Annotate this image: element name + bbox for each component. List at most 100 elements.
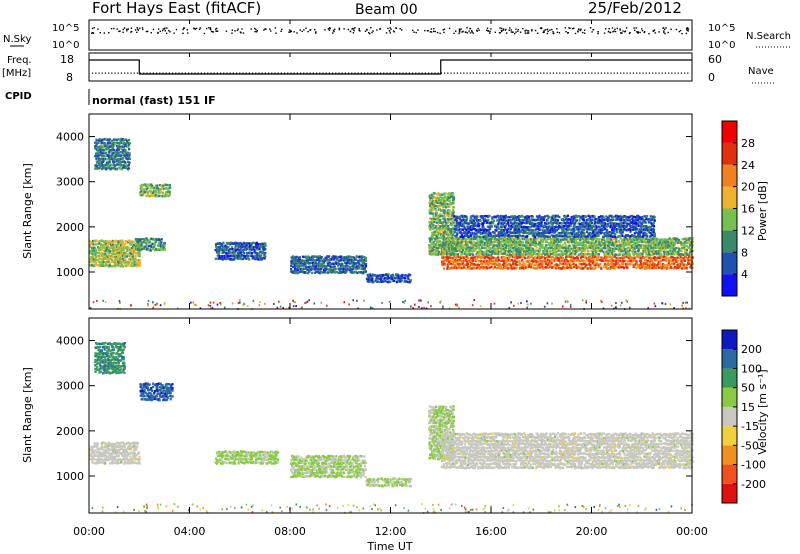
heatmap-cell (537, 253, 540, 257)
heatmap-cell (432, 206, 435, 209)
noise-dot (145, 30, 148, 33)
heatmap-cell (553, 249, 556, 252)
heatmap-cell (386, 277, 389, 280)
heatmap-cell (461, 218, 464, 222)
heatmap-cell (109, 246, 112, 249)
heatmap-cell (333, 265, 336, 268)
noise-dot (613, 30, 615, 32)
heatmap-cell (649, 240, 652, 243)
heatmap-cell (221, 255, 224, 258)
heatmap-cell (95, 261, 98, 265)
heatmap-cell (610, 262, 613, 265)
heatmap-cell (318, 259, 321, 262)
heatmap-cell (343, 256, 346, 259)
heatmap-cell (672, 267, 676, 270)
heatmap-cell (647, 252, 651, 256)
noise-dot (667, 31, 669, 34)
heatmap-cell (99, 153, 102, 157)
heatmap-cell (429, 240, 432, 243)
nave-dot (434, 72, 436, 74)
noise-dot (427, 30, 429, 32)
heatmap-cell (579, 243, 582, 246)
noise-dot (542, 31, 544, 34)
heatmap-cell (105, 152, 108, 155)
heatmap-cell (497, 252, 500, 256)
heatmap-cell (581, 263, 585, 266)
heatmap-cell (556, 241, 559, 244)
heatmap-cell (332, 270, 335, 273)
noise-dot (92, 32, 95, 34)
heatmap-cell (113, 252, 116, 255)
nave-dot (156, 72, 158, 74)
nave-dot (364, 72, 366, 74)
heatmap-cell (490, 253, 493, 256)
heatmap-cell (541, 265, 544, 268)
heatmap-cell (474, 247, 477, 250)
heatmap-cell (443, 215, 446, 219)
heatmap-cell (135, 261, 138, 265)
noise-dot (166, 32, 168, 35)
heatmap-cell (551, 255, 554, 259)
noise-dot (372, 30, 374, 32)
heatmap-cell (464, 237, 467, 241)
heatmap-cell (556, 253, 559, 256)
heatmap-cell (480, 256, 483, 260)
heatmap-cell (508, 262, 511, 265)
heatmap-cell (449, 228, 452, 231)
heatmap-cell (519, 253, 522, 256)
heatmap-cell (431, 231, 434, 234)
noise-dot (353, 28, 355, 30)
heatmap-cell (96, 264, 100, 267)
heatmap-cell (433, 217, 436, 220)
freq-step-line (89, 59, 692, 75)
heatmap-cell (238, 243, 241, 246)
heatmap-cell (637, 264, 640, 267)
nave-dot (578, 72, 580, 74)
heatmap-cell (126, 264, 129, 267)
heatmap-cell (108, 264, 111, 267)
heatmap-cell (434, 239, 437, 243)
heatmap-cell (574, 240, 577, 243)
nave-dot (124, 72, 126, 74)
heatmap-cell (341, 262, 344, 266)
heatmap-cell (102, 151, 105, 155)
heatmap-cell (343, 261, 347, 265)
heatmap-cell (112, 152, 115, 155)
heatmap-cell (580, 237, 584, 240)
heatmap-cell (526, 253, 529, 256)
noise-dot (614, 28, 616, 30)
heatmap-cell (124, 142, 127, 145)
heatmap-cell (148, 241, 151, 244)
heatmap-cell (513, 253, 516, 256)
heatmap-cell (154, 242, 157, 245)
heatmap-cell (623, 249, 626, 252)
heatmap-cell (664, 241, 667, 244)
heatmap-cell (528, 249, 531, 252)
heatmap-cell (454, 258, 457, 262)
heatmap-cell (108, 261, 111, 265)
heatmap-cell (661, 244, 664, 247)
heatmap-cell (554, 253, 557, 256)
heatmap-cell (166, 193, 169, 196)
heatmap-cell (452, 201, 455, 204)
heatmap-cell (121, 149, 124, 152)
heatmap-cell (132, 264, 135, 267)
heatmap-cell (646, 244, 649, 247)
heatmap-cell (146, 244, 149, 247)
noise-dot (216, 30, 219, 32)
heatmap-cell (515, 255, 518, 258)
heatmap-cell (604, 262, 607, 266)
heatmap-cell (101, 138, 104, 141)
heatmap-cell (648, 241, 651, 244)
nsky-label: N.Sky (3, 34, 31, 45)
heatmap-cell (679, 263, 682, 266)
heatmap-cell (229, 251, 232, 254)
heatmap-cell (120, 168, 124, 171)
heatmap-cell (307, 272, 310, 275)
heatmap-cell (625, 263, 628, 266)
noise-dot (164, 27, 166, 29)
heatmap-cell (163, 248, 166, 251)
heatmap-cell (94, 263, 98, 267)
heatmap-cell (667, 250, 670, 253)
noise-dot (433, 28, 435, 30)
